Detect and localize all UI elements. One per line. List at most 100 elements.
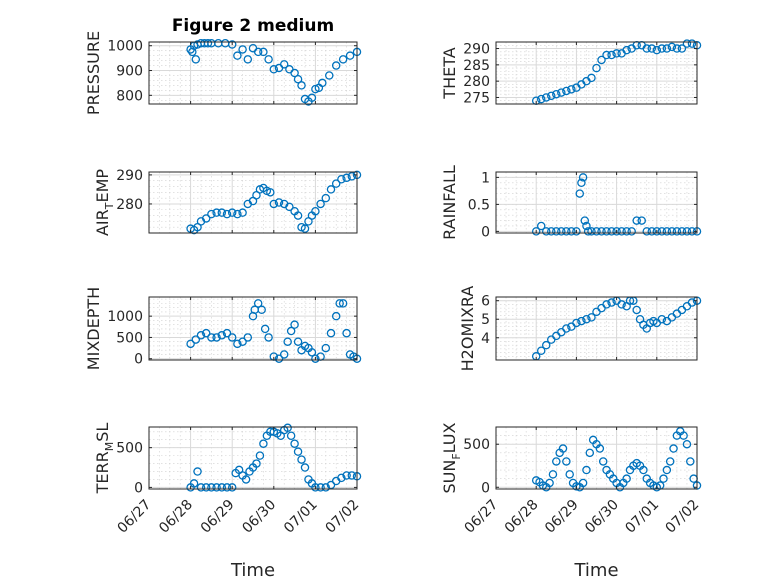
x-tick-label: 06/28	[156, 497, 196, 537]
data-point	[283, 423, 292, 433]
data-point	[542, 227, 551, 236]
data-point	[283, 337, 292, 346]
data-point	[203, 38, 213, 48]
data-point	[257, 305, 266, 315]
data-point	[617, 227, 626, 236]
data-point	[557, 88, 566, 97]
data-point	[189, 479, 199, 488]
data-point	[567, 227, 576, 236]
data-point	[227, 208, 237, 217]
data-point	[325, 71, 334, 80]
data-point	[222, 328, 232, 338]
data-point	[207, 483, 216, 492]
data-point	[647, 227, 657, 236]
data-point	[622, 227, 631, 236]
y-tick-label: 1000	[107, 309, 143, 325]
data-point	[217, 331, 227, 340]
data-point	[639, 465, 648, 475]
data-point	[667, 313, 677, 322]
data-point	[602, 300, 611, 309]
data-point	[687, 39, 697, 48]
y-axis-label: TERRMSL	[93, 423, 116, 495]
data-point	[207, 333, 216, 342]
data-point	[191, 55, 201, 64]
data-point	[279, 350, 289, 359]
data-point	[331, 61, 341, 70]
data-point	[290, 320, 299, 329]
data-point	[582, 314, 591, 324]
data-point	[587, 313, 596, 322]
data-point	[657, 227, 667, 236]
y-axis-label: SUNFLUX	[440, 422, 463, 493]
data-point	[347, 172, 357, 181]
data-point	[293, 211, 303, 220]
data-point	[572, 482, 581, 491]
data-point	[255, 451, 265, 460]
y-axis-label: AIRTEMP	[93, 169, 116, 236]
y-tick-label: 0	[134, 352, 143, 368]
data-point	[607, 298, 616, 307]
y-tick-label: 900	[116, 64, 143, 80]
x-axis-label: Time	[230, 560, 275, 581]
data-point	[622, 474, 631, 483]
data-point	[627, 227, 636, 236]
y-tick-label: 800	[116, 88, 143, 104]
data-point	[293, 74, 303, 84]
data-point	[572, 227, 581, 236]
data-point	[587, 227, 596, 236]
data-point	[342, 173, 351, 183]
y-tick-label: 1	[481, 170, 490, 186]
y-tick-label: 280	[463, 74, 490, 90]
data-point	[575, 189, 585, 198]
data-point	[338, 299, 348, 308]
data-point	[597, 55, 606, 65]
data-point	[193, 467, 202, 476]
data-point	[253, 47, 263, 57]
y-tick-label: 0	[481, 224, 490, 240]
data-point	[657, 44, 667, 53]
data-point	[602, 50, 611, 60]
data-point	[572, 318, 581, 328]
data-point	[326, 328, 336, 338]
axes-box	[148, 41, 358, 105]
data-point	[632, 305, 641, 315]
data-point	[217, 483, 227, 492]
data-point	[342, 328, 351, 338]
data-point	[191, 335, 201, 344]
data-point	[577, 316, 586, 326]
x-tick-label: 07/01	[622, 497, 662, 537]
data-point	[227, 333, 237, 342]
subplot-sunlux: 0 500 06/27 06/28 06/29 06/30 07/01 07/02 SUNFLU…	[440, 422, 702, 581]
y-axis-label: RAINFALL	[440, 165, 459, 240]
data-point	[217, 208, 227, 217]
y-tick-label: 0	[481, 480, 490, 496]
x-tick-label: 06/29	[198, 497, 238, 537]
axes-box	[148, 171, 358, 234]
data-point	[186, 339, 195, 349]
data-point	[677, 44, 687, 53]
data-point	[201, 214, 211, 223]
data-point	[577, 178, 586, 188]
data-point	[598, 457, 608, 466]
data-point	[316, 199, 325, 209]
data-point	[321, 483, 331, 492]
data-point	[669, 444, 678, 453]
data-point	[607, 227, 616, 236]
subplot-rainfall: 0 0.5 1 RAINFALL	[440, 165, 702, 240]
y-tick-label: 0.5	[468, 197, 490, 213]
data-point	[667, 42, 677, 52]
data-point	[212, 483, 221, 492]
data-point	[316, 483, 325, 492]
data-point	[212, 208, 221, 217]
y-tick-label: 280	[116, 197, 143, 213]
data-point	[647, 44, 657, 53]
data-point	[274, 198, 284, 207]
data-point	[652, 45, 662, 55]
x-tick-label: 06/27	[115, 497, 155, 537]
data-point	[682, 439, 692, 449]
